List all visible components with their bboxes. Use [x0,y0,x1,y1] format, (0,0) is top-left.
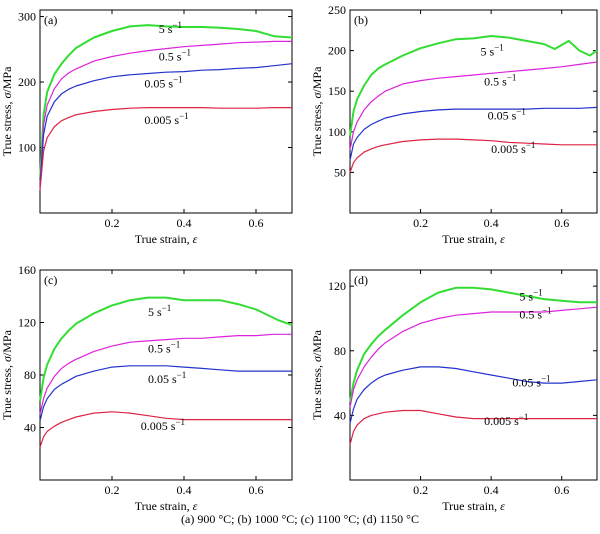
y-tick-label: 120 [18,316,36,330]
series-label: 0.005 s−1 [484,412,528,428]
x-axis-label: True strain, ε [135,232,198,246]
x-tick-label: 0.6 [249,216,264,230]
series-label: 5 s−1 [519,288,542,304]
series-label: 0.005 s−1 [144,111,188,127]
series-line-0p05s [349,106,598,161]
series-line-0p005s [39,107,292,191]
y-tick-label: 160 [18,263,36,277]
x-axis-label: True strain, ε [135,499,198,513]
y-tick-label: 200 [328,44,346,58]
panel-letter: (d) [354,273,368,287]
y-tick-label: 120 [328,279,346,293]
panel-c: 0.2 0.4 0.6 40 80 120 160 5 s−1 0.5 s−1 0.05 s−1 0… [0,263,293,513]
series-label: 5 s−1 [159,20,182,36]
series-label: 5 s−1 [481,42,504,58]
y-tick-label: 40 [24,421,36,435]
series-line-0p05s [349,366,598,424]
plot-frame [39,9,293,214]
y-tick-label: 300 [18,10,36,24]
series-label: 0.05 s−1 [512,373,550,389]
series-label: 5 s−1 [148,303,171,319]
panel-letter: (c) [44,273,57,287]
x-tick-label: 0.4 [177,216,192,230]
series-label: 0.5 s−1 [159,47,191,63]
plot-frame [349,9,598,214]
x-axis-label: True strain, ε [442,232,505,246]
series-label: 0.5 s−1 [519,305,551,321]
series-line-0p005s [349,409,597,445]
y-tick-label: 100 [328,125,346,139]
series-label: 0.5 s−1 [484,73,516,89]
y-tick-label: 200 [18,75,36,89]
y-tick-label: 80 [334,344,346,358]
panel-letter: (b) [354,13,368,27]
series-line-0p5s [39,40,292,184]
y-tick-label: 100 [18,141,36,155]
panel-b: 0.2 0.4 0.6 50 100 150 200 250 5 s−1 0.5 s−1 0.05 … [310,3,598,246]
series-line-5s [349,286,597,403]
series-label: 0.5 s−1 [148,340,180,356]
series-label: 0.05 s−1 [144,74,182,90]
x-tick-label: 0.2 [105,483,120,497]
series-label: 0.05 s−1 [148,370,186,386]
series-line-0p005s [39,411,292,448]
series-line-5s [39,296,293,402]
x-tick-label: 0.6 [249,483,264,497]
series-label: 0.005 s−1 [141,417,185,433]
y-tick-label: 150 [328,84,346,98]
figure-caption: (a) 900 °C; (b) 1000 °C; (c) 1100 °C; (d… [181,512,419,526]
y-axis-label: True stress, σ/MPa [310,66,324,157]
series-label: 0.005 s−1 [491,140,535,156]
series-line-0p5s [349,306,598,408]
series-line-5s [39,24,293,181]
plot-frame [349,269,598,481]
series-line-0p05s [39,365,292,422]
x-tick-label: 0.4 [484,483,499,497]
x-tick-label: 0.4 [177,483,192,497]
y-axis-label: True stress, σ/MPa [0,66,14,157]
y-axis-label: True stress, σ/MPa [310,329,324,420]
panel-letter: (a) [44,13,57,27]
y-tick-label: 40 [334,408,346,422]
x-tick-label: 0.2 [413,216,428,230]
x-tick-label: 0.2 [105,216,120,230]
x-tick-label: 0.6 [554,483,569,497]
series-line-0p5s [39,333,292,415]
x-axis-label: True strain, ε [442,499,505,513]
series-line-5s [349,35,598,137]
x-tick-label: 0.4 [484,216,499,230]
series-line-0p5s [349,61,598,150]
y-tick-label: 80 [24,368,36,382]
series-label: 0.05 s−1 [488,107,526,123]
x-tick-label: 0.2 [413,483,428,497]
y-tick-label: 50 [334,165,346,179]
x-tick-label: 0.6 [554,216,569,230]
series-line-0p05s [39,63,293,187]
series-line-0p005s [349,138,597,173]
y-axis-label: True stress, σ/MPa [0,329,14,420]
panel-a: 0.2 0.4 0.6 100 200 300 5 s−1 0.5 s−1 0.05 s−1 0.… [0,9,293,246]
panel-d: 0.2 0.4 0.6 40 80 120 5 s−10.5 s−1 0.05 s−1 0.00… [310,269,598,513]
y-tick-label: 250 [328,3,346,17]
